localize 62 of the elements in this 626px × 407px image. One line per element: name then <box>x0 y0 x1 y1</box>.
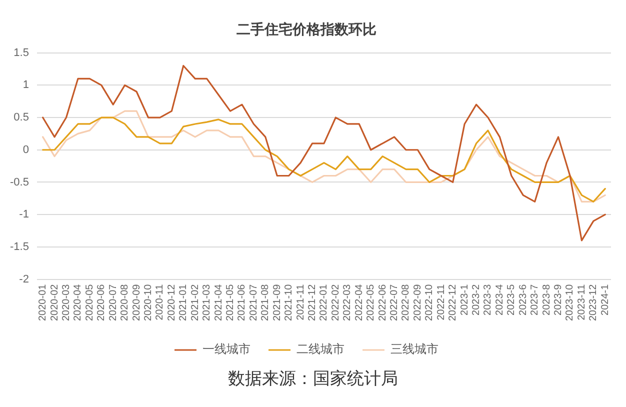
x-tick-label: 2020-09 <box>131 284 142 322</box>
x-tick-label: 2023-3 <box>482 284 494 316</box>
x-tick-label: 2021-04 <box>213 284 224 322</box>
x-tick-label: 2021-07 <box>248 284 260 322</box>
x-tick-label: 2022-04 <box>354 284 365 322</box>
x-tick-label: 2022-01 <box>318 284 330 322</box>
x-tick-label: 2023-7 <box>530 284 541 316</box>
y-tick-label: -1.5 <box>10 240 29 253</box>
x-tick-label: 2020-01 <box>38 284 49 322</box>
x-tick-label: 2023-2 <box>471 284 482 316</box>
x-tick-label: 2020-06 <box>96 284 108 322</box>
x-tick-label: 2020-08 <box>120 284 131 322</box>
x-tick-label: 2023-4 <box>494 284 506 316</box>
x-tick-label: 2022-10 <box>424 284 436 322</box>
x-tick-label: 2022-12 <box>448 284 459 322</box>
x-tick-label: 2021-08 <box>260 284 272 322</box>
x-tick-label: 2022-02 <box>330 284 342 322</box>
x-tick-label: 2023-8 <box>541 284 552 316</box>
x-tick-label: 2020-03 <box>60 284 72 322</box>
x-tick-label: 2020-05 <box>84 284 96 322</box>
x-tick-label: 2021-03 <box>202 284 213 322</box>
y-tick-label: 1.5 <box>14 46 29 59</box>
x-tick-label: 2023-1 <box>459 284 470 316</box>
y-tick-label: -0.5 <box>10 176 29 188</box>
chart-title: 二手住宅价格指数环比 <box>236 21 376 38</box>
y-tick-label: 1 <box>22 79 29 92</box>
legend-label: 三线城市 <box>390 342 438 356</box>
x-tick-label: 2021-09 <box>272 284 283 322</box>
y-tick-label: -2 <box>19 273 29 286</box>
x-tick-label: 2022-07 <box>389 284 400 322</box>
x-tick-label: 2022-03 <box>342 284 354 322</box>
x-tick-label: 2020-12 <box>166 284 178 322</box>
x-tick-label: 2021-05 <box>225 284 236 322</box>
x-tick-label: 2021-11 <box>295 284 306 320</box>
y-tick-label: -1 <box>19 208 29 221</box>
x-tick-label: 2023-10 <box>564 284 576 322</box>
legend-label: 一线城市 <box>202 342 250 356</box>
x-tick-label: 2021-01 <box>178 284 190 322</box>
x-tick-label: 2022-08 <box>400 284 412 322</box>
y-tick-label: 0.5 <box>14 112 29 124</box>
y-tick-label: 0 <box>22 144 29 156</box>
x-tick-label: 2023-9 <box>553 284 564 316</box>
x-tick-label: 2020-07 <box>108 284 119 322</box>
x-tick-label: 2020-10 <box>143 284 154 322</box>
x-tick-label: 2021-06 <box>236 284 248 322</box>
x-tick-label: 2021-12 <box>307 284 318 322</box>
x-tick-label: 2024-1 <box>600 284 611 316</box>
x-tick-label: 2020-04 <box>72 284 84 322</box>
x-tick-label: 2023-12 <box>588 284 600 322</box>
source-note: 数据来源：国家统计局 <box>227 368 399 391</box>
x-tick-label: 2022-11 <box>436 284 447 320</box>
legend-label: 二线城市 <box>296 342 344 356</box>
x-tick-label: 2020-11 <box>154 284 166 320</box>
x-tick-label: 2023-11 <box>576 284 588 320</box>
x-tick-label: 2022-05 <box>366 284 377 322</box>
x-tick-label: 2022-06 <box>377 284 388 322</box>
x-tick-label: 2023-5 <box>506 284 518 316</box>
x-tick-label: 2023-6 <box>518 284 529 316</box>
x-tick-label: 2022-09 <box>412 284 424 322</box>
x-tick-label: 2021-02 <box>190 284 201 322</box>
x-tick-label: 2020-02 <box>49 284 60 322</box>
x-tick-label: 2021-10 <box>284 284 295 322</box>
